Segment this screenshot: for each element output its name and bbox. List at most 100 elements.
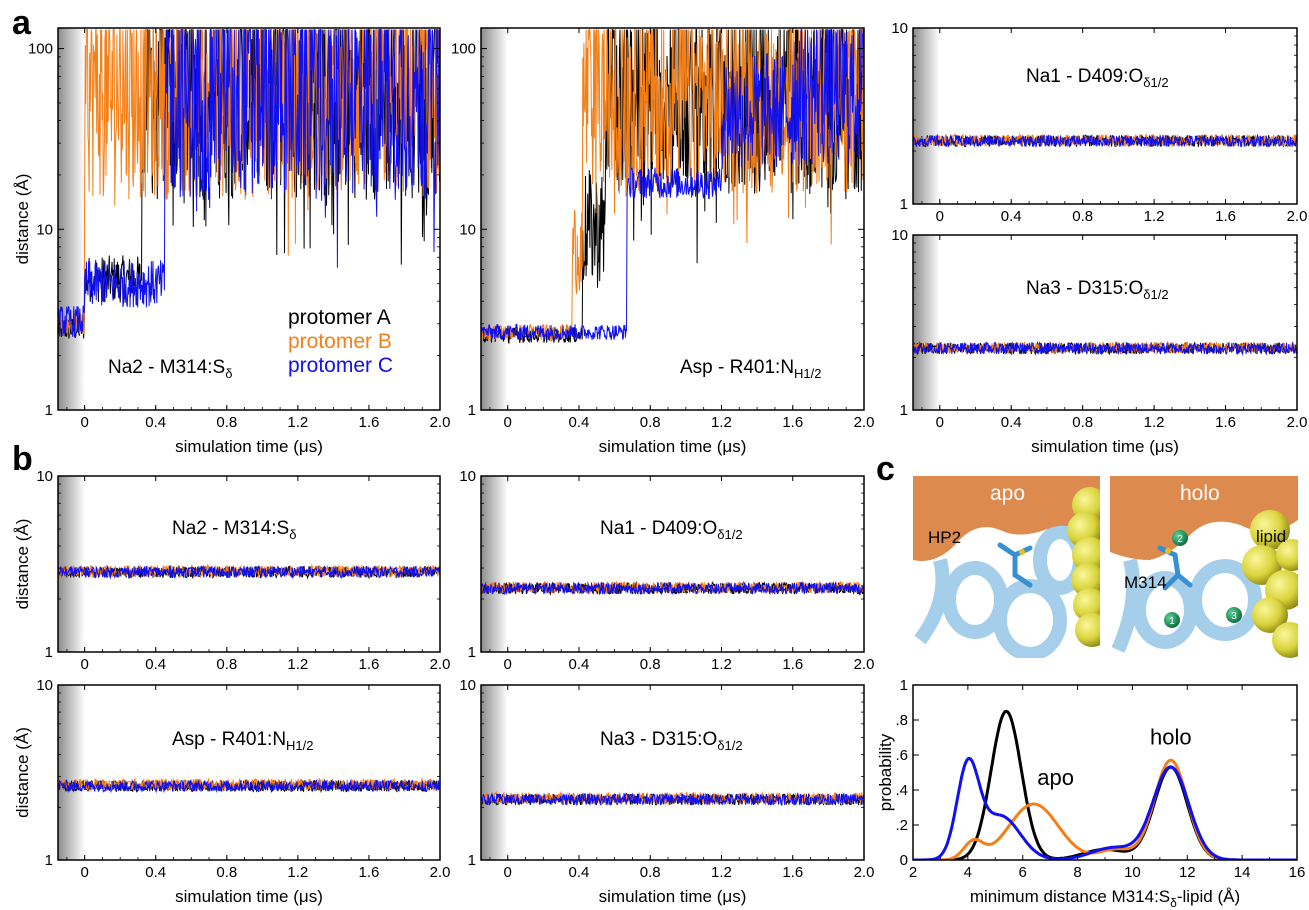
plot-frame [913,685,1297,860]
y-tick-label: 10 [36,221,53,238]
x-tick-label: 0.4 [569,656,590,673]
label-holo: holo [1180,482,1220,505]
plot-asp-r401-top: 0 0.4 0.8 1.2 1.6 2.0 1 10 100 simulation time (μ… [451,28,874,456]
y-tick-label: 1 [45,852,53,869]
y-tick-label: 1 [468,644,476,661]
y-tick-label: 1 [45,644,53,661]
y-tick-label: 10 [459,677,476,694]
x-tick-label: 1.6 [782,656,803,673]
snapshot-apo: HP2 apo [913,476,1109,658]
x-tick-label: 0.4 [145,656,166,673]
x-tick-label: 2.0 [1287,414,1308,431]
equilibration-shading [913,235,940,410]
panel-letter-b: b [12,440,33,478]
x-tick-label: 0 [504,656,512,673]
series-group [481,582,864,595]
x-axis-label: minimum distance M314:Sδ-lipid (Å) [970,887,1240,910]
series-group [58,565,440,577]
x-tick-label: 1.6 [782,864,803,881]
x-tick-label: 1.6 [1215,414,1236,431]
x-tick-label: 1.2 [287,656,308,673]
y-tick-label: 1 [468,852,476,869]
x-tick-label: 1.6 [1215,208,1236,225]
plot-probability-distribution: 2 4 6 8 10 12 14 160.2.4.6.81minimum distance M… [876,677,1305,910]
equilibration-shading [481,28,508,410]
plot-na3-d315-bottom: 0 0.4 0.8 1.2 1.6 2.0 1 10 simulation time (μs) N… [459,677,874,906]
panel-label: Na3 - D315:Oδ1/2 [1026,278,1169,302]
y-tick-label: .4 [895,782,908,799]
x-tick-label: 2.0 [430,656,451,673]
equilibration-shading [481,685,508,860]
panel-label: Na2 - M314:Sδ [108,357,232,381]
legend-protomer-b: protomer B [288,330,392,353]
y-tick-label: .6 [895,747,908,764]
annotation-apo: apo [1037,765,1074,790]
panel-label: Asp - R401:NH1/2 [172,729,314,753]
x-tick-label: 6 [1019,864,1027,881]
y-tick-label: .8 [895,712,908,729]
equilibration-shading [913,28,940,204]
x-axis-label: simulation time (μs) [175,887,323,906]
plot-frame [58,685,440,860]
panel-label: Na2 - M314:Sδ [172,518,296,542]
plot-na1-d409-top: 0 0.4 0.8 1.2 1.6 2.0110Na1 - D409:Oδ1/2 [891,20,1307,225]
svg-text:1: 1 [1169,616,1175,627]
x-tick-label: 0.8 [640,414,661,431]
legend-protomer-c: protomer C [288,354,393,377]
x-tick-label: 0.4 [1001,414,1022,431]
series-group [913,342,1297,354]
x-tick-label: 10 [1124,864,1141,881]
x-tick-label: 2.0 [430,414,451,431]
label-apo: apo [990,482,1025,505]
x-tick-label: 1.2 [711,414,732,431]
svg-text:3: 3 [1231,611,1237,622]
x-tick-label: 2 [909,864,917,881]
y-tick-label: 0 [900,852,908,869]
y-tick-label: 100 [28,41,53,58]
x-tick-label: 1.2 [711,656,732,673]
y-tick-label: 1 [468,402,476,419]
x-tick-label: 0 [504,864,512,881]
y-tick-label: 1 [900,196,908,213]
x-tick-label: 1.6 [359,864,380,881]
x-tick-label: 1.2 [287,414,308,431]
equilibration-shading [58,685,85,860]
series-group [58,779,440,792]
series-group [913,711,1297,860]
panel-label: Asp - R401:NH1/2 [680,357,822,381]
x-axis-label: simulation time (μs) [175,437,323,456]
series-group [58,30,440,339]
x-tick-label: 0 [936,208,944,225]
plot-frame [913,28,1297,204]
plot-na3-d315-top: 0 0.4 0.8 1.2 1.6 2.0110simulation time (μs)N… [891,227,1307,456]
x-tick-label: 1.2 [711,864,732,881]
y-tick-label: 1 [900,402,908,419]
panel-letter-a: a [12,4,32,42]
legend-protomer-a: protomer A [288,306,391,329]
x-tick-label: 1.6 [782,414,803,431]
x-tick-label: 0 [80,864,88,881]
x-tick-label: 12 [1179,864,1196,881]
annotation-holo: holo [1150,725,1192,750]
panel-label: Na3 - D315:Oδ1/2 [600,729,743,753]
series-group [913,135,1297,147]
y-tick-label: 10 [459,221,476,238]
label-lipid: lipid [1256,527,1286,546]
plot-na1-d409-bottom: 0 0.4 0.8 1.2 1.6 2.0 1 10 Na1 - D409:Oδ1/2 [459,468,874,673]
y-tick-label: 10 [36,677,53,694]
plot-frame [481,476,864,652]
x-tick-label: 0.8 [216,656,237,673]
y-tick-label: 10 [36,468,53,485]
x-tick-label: 0 [936,414,944,431]
x-tick-label: 4 [964,864,972,881]
x-tick-label: 0.8 [1072,208,1093,225]
x-tick-label: 1.6 [359,414,380,431]
label-m314: M314 [1124,573,1167,592]
x-tick-label: 1.6 [359,656,380,673]
series-line-protomer-c [913,758,1297,860]
y-axis-label: probability [876,733,895,811]
svg-text:2: 2 [1177,534,1183,545]
x-tick-label: 0.4 [145,414,166,431]
plot-na2-m314-bottom: 0 0.4 0.8 1.2 1.6 2.0 1 10 distance (Å) Na2 - M31… [13,468,450,673]
